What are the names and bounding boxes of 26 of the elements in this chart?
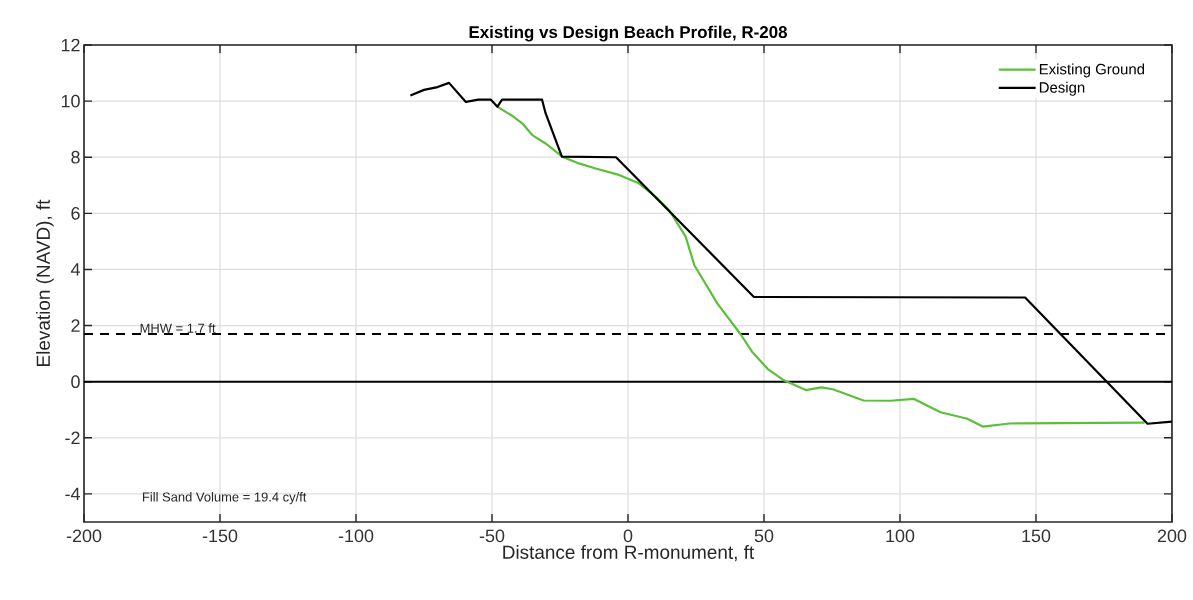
x-axis-title: Distance from R-monument, ft	[503, 545, 755, 562]
y-tick-label: 12	[61, 38, 80, 52]
x-tick-label: 0	[623, 529, 633, 543]
y-tick-label: -4	[65, 487, 80, 501]
line-series	[496, 105, 1146, 428]
x-tick-label: -150	[202, 529, 238, 543]
y-tick-label: 2	[71, 319, 80, 332]
annotation: Fill Sand Volume = 19.4 cy/ft	[142, 492, 307, 505]
y-tick-label: 8	[71, 150, 80, 164]
y-tick-label: 0	[71, 375, 80, 389]
x-tick-label: -100	[338, 529, 374, 543]
x-tick-label: 100	[886, 529, 915, 543]
x-tick-label: 50	[754, 529, 774, 543]
legend-label: Existing Ground	[1039, 63, 1145, 78]
y-tick-label: -2	[65, 431, 80, 445]
ref-line-label: MHW = 1.7 ft	[140, 323, 216, 333]
legend-label: Design	[1039, 81, 1085, 96]
y-axis-title: Elevation (NAVD), ft	[36, 199, 54, 366]
x-tick-label: 200	[1157, 529, 1187, 543]
y-tick-label: 10	[61, 94, 80, 108]
y-tick-label: 6	[71, 206, 80, 220]
chart-title: Existing vs Design Beach Profile, R-208	[469, 25, 787, 42]
x-tick-label: 150	[1022, 529, 1051, 543]
x-tick-label: -50	[479, 529, 505, 543]
x-tick-label: -200	[66, 529, 102, 543]
y-tick-label: 4	[70, 263, 80, 276]
